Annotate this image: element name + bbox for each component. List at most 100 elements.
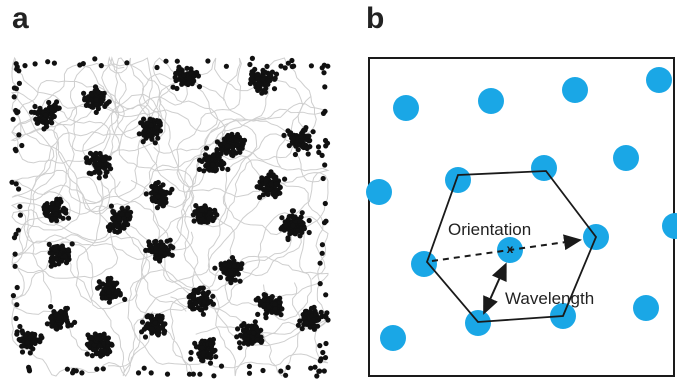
firing-dot [153, 187, 159, 193]
firing-dot [188, 356, 194, 362]
firing-dot [247, 61, 253, 68]
firing-dot [323, 314, 329, 320]
firing-dot [319, 242, 325, 248]
firing-dot [122, 296, 128, 302]
firing-dot [159, 243, 165, 249]
firing-dot [28, 334, 34, 340]
firing-dot [16, 80, 22, 86]
firing-dot [301, 141, 307, 147]
firing-dot [53, 325, 59, 331]
firing-dot [43, 212, 50, 218]
firing-dot [96, 161, 102, 167]
trajectory-segment [67, 57, 326, 280]
firing-dot [197, 307, 203, 313]
firing-dot [154, 331, 160, 337]
firing-dot [100, 289, 106, 295]
firing-dot [188, 349, 194, 356]
firing-dot [115, 229, 121, 235]
firing-dot [277, 299, 283, 305]
firing-dot [153, 129, 160, 136]
firing-dot [231, 263, 237, 269]
firing-dot [187, 303, 193, 309]
firing-dot [174, 85, 180, 92]
grid-node [380, 325, 406, 351]
firing-dot [241, 340, 247, 346]
firing-dot [193, 300, 199, 307]
firing-dot [16, 186, 22, 192]
firing-dot [252, 66, 258, 72]
firing-dot [272, 194, 278, 200]
firing-dot [106, 289, 112, 295]
firing-dot [229, 144, 235, 150]
firing-dot [193, 203, 199, 209]
firing-dot [317, 281, 323, 287]
firing-dot [297, 233, 303, 239]
firing-dot [201, 299, 207, 305]
firing-dot [199, 207, 205, 213]
firing-dot [210, 347, 216, 353]
trajectory-segment [10, 73, 329, 261]
firing-dot [160, 182, 166, 188]
firing-dot [58, 308, 64, 315]
firing-dot [270, 172, 276, 178]
firing-dot [48, 205, 54, 211]
firing-dot [161, 330, 167, 336]
firing-dot [283, 372, 289, 378]
firing-dot [93, 97, 99, 103]
firing-dot [88, 335, 94, 341]
firing-dot [149, 326, 155, 332]
trajectory-segment [11, 255, 329, 378]
firing-dot [193, 344, 199, 350]
firing-dot [152, 320, 158, 326]
firing-dot [304, 145, 310, 152]
firing-dot [283, 222, 289, 228]
firing-dot [19, 142, 25, 149]
firing-dot [285, 235, 291, 241]
firing-dot [17, 203, 23, 210]
firing-dot [200, 349, 207, 356]
grid-node [531, 155, 557, 181]
firing-dot [63, 305, 69, 312]
firing-dot [11, 235, 18, 241]
firing-dot [119, 205, 125, 211]
firing-dot [65, 247, 71, 253]
firing-dot [100, 366, 106, 372]
firing-dot [32, 331, 38, 338]
firing-dot [322, 84, 328, 90]
firing-dot [247, 80, 253, 87]
firing-dot [310, 129, 316, 135]
firing-dot [103, 169, 109, 176]
firing-dot [255, 311, 261, 317]
firing-dot [302, 127, 308, 133]
firing-dot [268, 181, 274, 187]
firing-dot [305, 151, 311, 157]
firing-dot [279, 215, 285, 221]
firing-dot [163, 58, 169, 64]
firing-dot [222, 261, 228, 267]
firing-dot [13, 315, 19, 322]
firing-dot [281, 132, 287, 138]
firing-dot [32, 103, 38, 110]
firing-dot [261, 302, 267, 308]
firing-dot [299, 326, 305, 332]
grid-node [465, 310, 491, 336]
firing-dot [31, 109, 37, 115]
firing-dot [322, 355, 329, 361]
firing-dot [317, 343, 323, 349]
firing-dot [124, 60, 130, 66]
firing-dot [267, 77, 273, 84]
firing-dot [139, 120, 145, 126]
firing-dot [83, 155, 89, 161]
firing-dot [144, 120, 150, 126]
firing-dot [234, 142, 240, 149]
firing-dot [184, 65, 190, 71]
firing-dot [148, 370, 154, 376]
firing-dot [225, 132, 231, 139]
firing-dot [223, 63, 229, 69]
firing-dot [221, 136, 227, 142]
trajectory-segment [11, 57, 242, 352]
firing-dot [269, 69, 275, 75]
firing-dot [253, 297, 259, 303]
firing-dot [34, 120, 40, 126]
panel-label-b: b [366, 2, 385, 35]
